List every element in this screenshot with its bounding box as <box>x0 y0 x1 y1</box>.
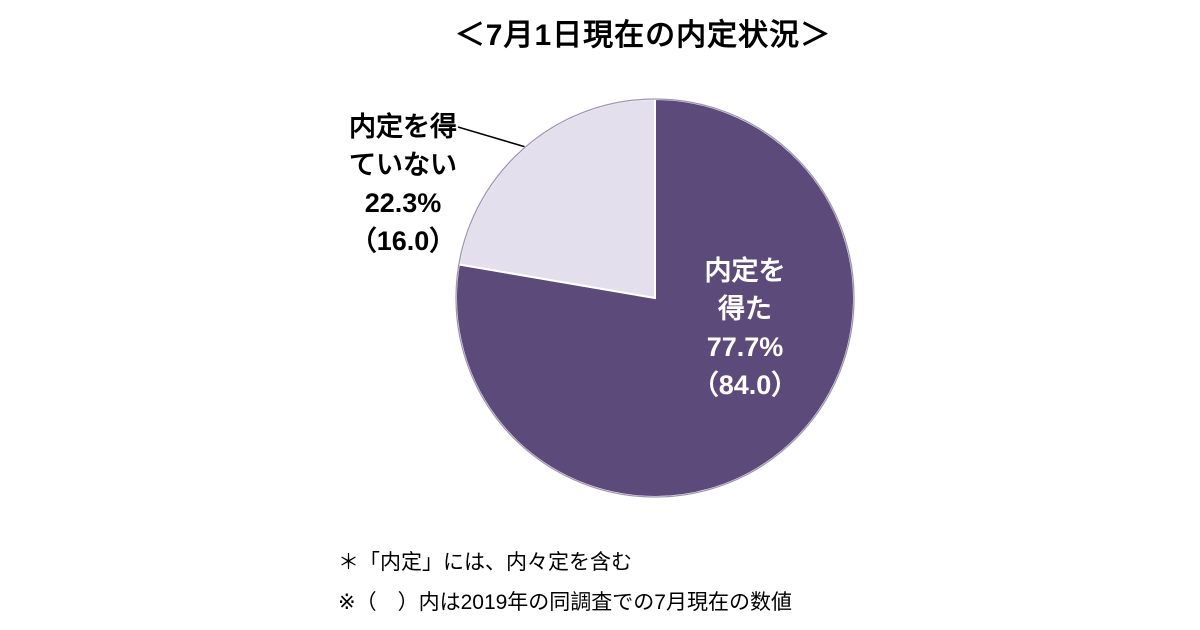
pie-slice-not-offered <box>457 97 656 300</box>
slice-label-prev-value: （16.0） <box>349 226 457 256</box>
footnote-2: ※（ ）内は2019年の同調査での7月現在の数値 <box>338 591 792 614</box>
footnote-1: ＊「内定」には、内々定を含む <box>338 551 632 574</box>
footnotes: ＊「内定」には、内々定を含む ※（ ）内は2019年の同調査での7月現在の数値 <box>338 543 792 623</box>
slice-label-not-offered: 内定を得 ていない 22.3% （16.0） <box>320 108 486 260</box>
chart-title: ＜7月1日現在の内定状況＞ <box>454 19 832 52</box>
slice-label-line: 内定を <box>704 256 786 286</box>
slice-label-percent: 77.7% <box>706 332 784 362</box>
slice-label-line: 内定を得 <box>349 112 457 142</box>
slice-label-line: ていない <box>349 150 457 180</box>
slice-label-line: 得た <box>718 294 772 324</box>
slice-label-prev-value: （84.0） <box>691 370 799 400</box>
label-leader-line <box>457 126 530 149</box>
slice-label-percent: 22.3% <box>364 188 442 218</box>
pie-outer-rim <box>455 98 855 498</box>
slice-label-offered: 内定を 得た 77.7% （84.0） <box>660 252 830 404</box>
